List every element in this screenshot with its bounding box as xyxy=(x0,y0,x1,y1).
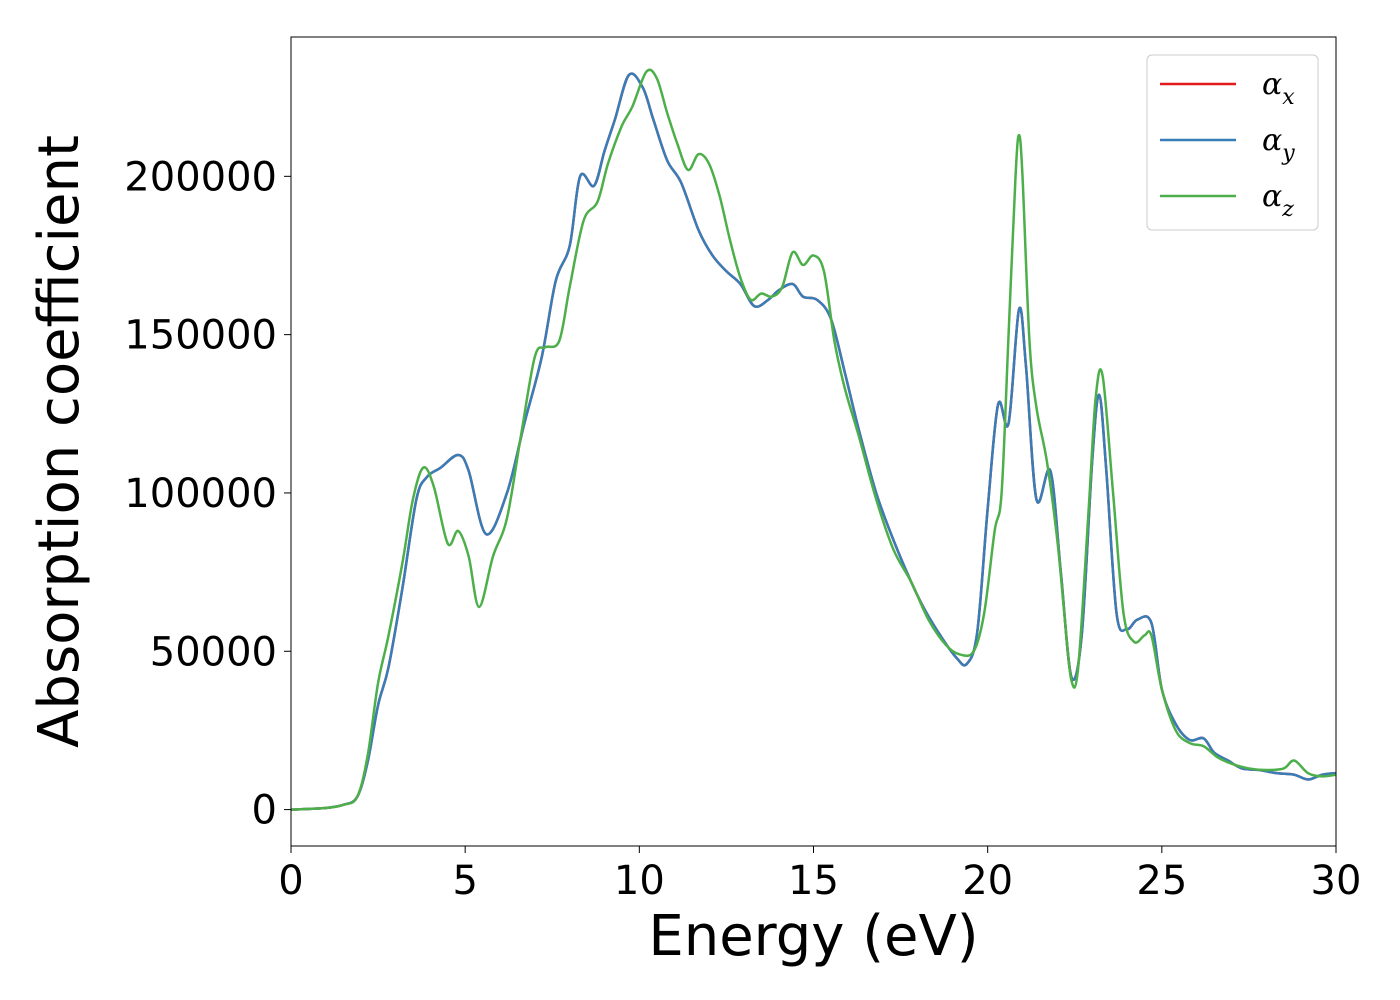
y-tick-label: 150000 xyxy=(124,313,277,359)
x-tick-label: 10 xyxy=(614,858,665,904)
y-tick-label: 50000 xyxy=(150,629,277,675)
x-tick-label: 20 xyxy=(962,858,1013,904)
y-tick-label: 200000 xyxy=(124,154,277,200)
x-tick-label: 15 xyxy=(788,858,839,904)
y-axis-label: Absorption coefficient xyxy=(27,135,92,748)
x-tick-label: 5 xyxy=(452,858,477,904)
y-axis-ticks: 0 50000 100000 150000 200000 xyxy=(124,154,291,833)
y-tick-label: 100000 xyxy=(124,471,277,517)
x-tick-label: 30 xyxy=(1311,858,1362,904)
x-axis-ticks: 0 5 10 15 20 25 30 xyxy=(278,846,1361,904)
y-tick-label: 0 xyxy=(252,788,277,834)
x-axis-label: Energy (eV) xyxy=(648,904,978,969)
x-tick-label: 0 xyxy=(278,858,303,904)
x-tick-label: 25 xyxy=(1136,858,1187,904)
